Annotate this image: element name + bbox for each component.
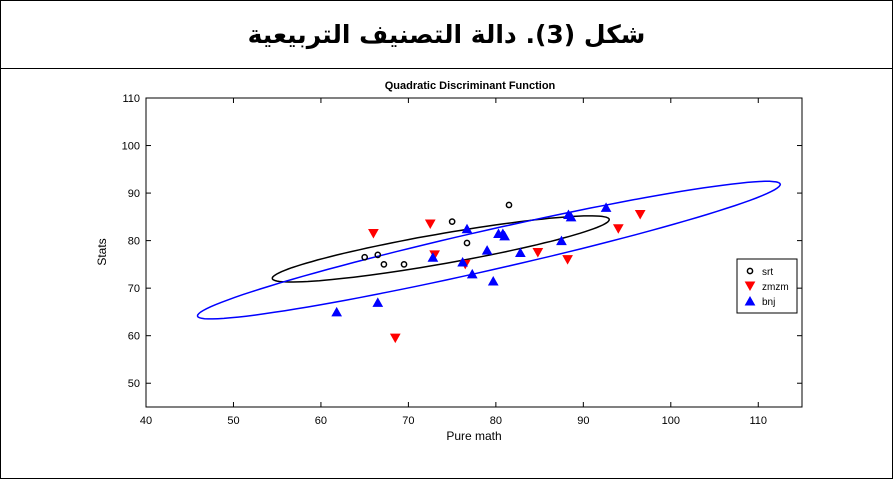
legend-marker-bnj bbox=[744, 295, 756, 306]
point-bnj bbox=[515, 247, 526, 257]
y-tick-label: 50 bbox=[128, 378, 140, 390]
point-bnj bbox=[499, 230, 510, 241]
point-srt bbox=[374, 251, 382, 259]
y-tick-label: 110 bbox=[122, 93, 140, 105]
legend-label-srt: srt bbox=[762, 267, 773, 278]
legend-label-bnj: bnj bbox=[762, 297, 775, 308]
x-tick-label: 60 bbox=[315, 415, 327, 427]
point-zmzm bbox=[562, 255, 573, 265]
x-axis-label: Pure math bbox=[446, 429, 501, 443]
legend-marker-zmzm bbox=[744, 281, 756, 292]
figure-header: شكل (3). دالة التصنيف التربيعية bbox=[1, 1, 892, 69]
point-bnj bbox=[466, 268, 478, 279]
x-tick-label: 40 bbox=[140, 415, 152, 427]
point-zmzm bbox=[424, 219, 436, 229]
point-zmzm bbox=[634, 209, 646, 220]
y-axis-label: Stats bbox=[95, 238, 109, 265]
point-bnj bbox=[600, 202, 612, 212]
x-tick-label: 90 bbox=[577, 415, 589, 427]
y-tick-label: 60 bbox=[128, 331, 140, 343]
point-bnj bbox=[556, 235, 567, 246]
point-bnj bbox=[487, 276, 499, 286]
point-zmzm bbox=[612, 224, 624, 234]
point-bnj bbox=[372, 297, 384, 307]
legend: srt zmzm bnj bbox=[736, 258, 798, 314]
point-srt bbox=[400, 261, 408, 268]
chart-title: Quadratic Discriminant Function bbox=[385, 80, 556, 92]
point-bnj bbox=[565, 211, 577, 222]
point-bnj bbox=[461, 223, 473, 234]
point-srt bbox=[448, 218, 456, 225]
point-bnj bbox=[427, 252, 439, 262]
legend-label-zmzm: zmzm bbox=[762, 282, 789, 293]
x-tick-label: 70 bbox=[402, 415, 414, 427]
plot-area bbox=[145, 97, 803, 408]
y-axis: 50 60 70 80 90 100 110 bbox=[122, 93, 802, 390]
x-tick-label: 50 bbox=[227, 415, 239, 427]
figure-caption: شكل (3). دالة التصنيف التربيعية bbox=[247, 20, 646, 49]
point-zmzm bbox=[532, 248, 544, 258]
points-layer bbox=[331, 201, 646, 344]
legend-marker-srt bbox=[746, 267, 754, 275]
y-tick-label: 80 bbox=[128, 236, 140, 248]
y-tick-label: 70 bbox=[128, 283, 140, 295]
point-zmzm bbox=[368, 228, 379, 239]
ellipse-srt bbox=[271, 215, 610, 283]
point-srt bbox=[463, 239, 471, 247]
x-tick-label: 80 bbox=[490, 415, 502, 427]
x-axis: 40 50 60 70 80 90 100 110 bbox=[140, 98, 767, 427]
point-bnj bbox=[481, 245, 493, 255]
point-bnj bbox=[457, 256, 468, 267]
point-srt bbox=[361, 253, 369, 261]
point-zmzm bbox=[389, 333, 401, 344]
point-srt bbox=[380, 261, 388, 268]
y-tick-label: 100 bbox=[122, 141, 140, 153]
x-tick-label: 100 bbox=[662, 415, 680, 427]
x-tick-label: 110 bbox=[749, 415, 767, 427]
y-tick-label: 90 bbox=[128, 188, 140, 200]
point-srt bbox=[505, 201, 513, 209]
point-bnj bbox=[331, 306, 343, 317]
